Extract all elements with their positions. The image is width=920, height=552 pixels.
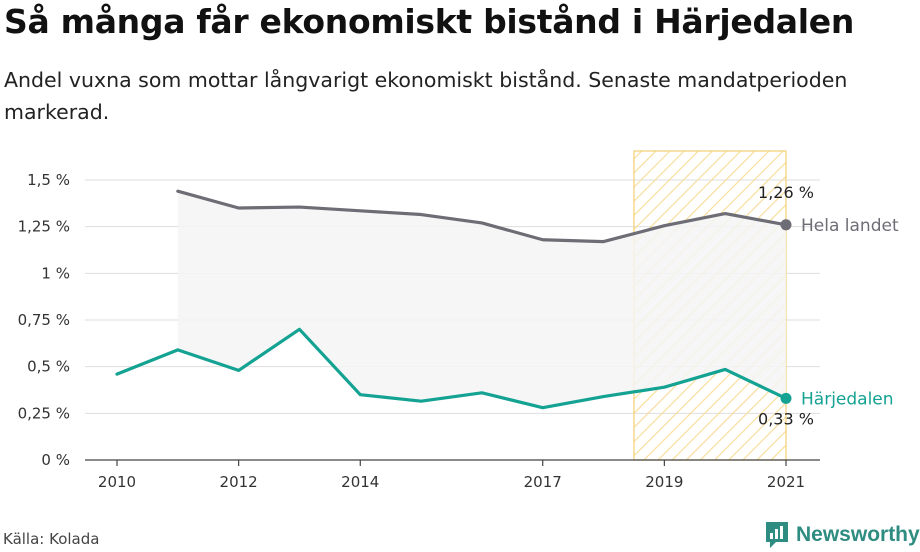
series-name-label: Hela landet: [801, 216, 899, 236]
series-value-label: 1,26 %: [758, 183, 814, 202]
source-note: Källa: Kolada: [3, 530, 100, 548]
series-value-label: 0,33 %: [758, 409, 814, 428]
x-tick-label: 2014: [341, 473, 379, 491]
series-layer: [115, 189, 792, 410]
gap-area-layer: [177, 191, 786, 408]
brand-logo[interactable]: Newsworthy: [764, 520, 920, 550]
series-end-point: [780, 392, 792, 404]
series-line-hela-landet: [176, 189, 788, 244]
x-tick-label: 2010: [98, 473, 136, 491]
x-tick-label: 2019: [645, 473, 683, 491]
y-tick-label: 1,5 %: [27, 171, 70, 189]
newsworthy-logo-icon: [766, 522, 788, 548]
gap-area: [177, 191, 786, 408]
x-tick-label: 2012: [220, 473, 258, 491]
x-tick-label: 2017: [524, 473, 562, 491]
x-tick-label: 2021: [767, 473, 805, 491]
chart-subtitle: Andel vuxna som mottar långvarigt ekonom…: [4, 68, 848, 124]
brand-name: Newsworthy: [796, 523, 920, 546]
y-tick-label: 0 %: [41, 451, 70, 469]
y-tick-label: 1,25 %: [18, 218, 70, 236]
chart-title: Så många får ekonomiskt bistånd i Härjed…: [4, 2, 855, 41]
axes: 2010 2012 2014 2017 2019 2021: [85, 459, 820, 491]
series-name-label: Härjedalen: [801, 389, 894, 409]
series-line-harjedalen: [115, 327, 788, 410]
y-tick-label: 1 %: [41, 264, 70, 282]
y-tick-label: 0,25 %: [18, 404, 70, 422]
y-tick-label: 0,5 %: [27, 358, 70, 376]
y-tick-label: 0,75 %: [18, 311, 70, 329]
series-end-point: [780, 219, 792, 231]
